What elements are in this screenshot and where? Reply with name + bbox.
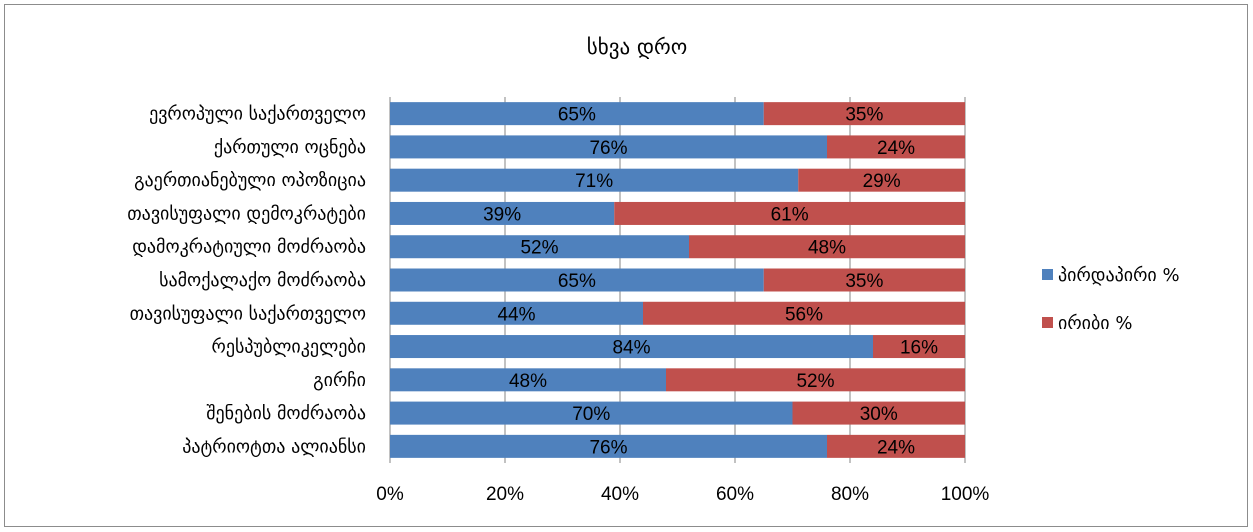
bar-segment [763,268,965,292]
data-label: 29% [863,171,901,192]
data-label: 76% [589,138,627,159]
bar-segment [390,335,873,359]
legend-label: პირდაპირი % [1058,265,1180,286]
bar-segment [763,102,965,126]
bar-segment [666,368,965,392]
legend-swatch [1042,317,1053,328]
bar-segment [390,102,764,126]
bar-segment [827,135,965,159]
x-tick-label: 100% [941,484,990,505]
category-label: თავისუფალი დემოკრატები [127,203,366,224]
data-label: 35% [845,271,883,292]
bar-segment [827,434,965,458]
bar-segment [689,235,965,259]
data-label: 84% [612,338,650,359]
bar-segment [798,168,965,192]
bar-segment [873,335,965,359]
data-label: 56% [785,304,823,325]
x-tick-labels: 0% 20% 40% 60% 80% 100% [376,484,989,505]
bar-segment [390,434,827,458]
category-label: პატრიოტთა ალიანსი [182,436,366,457]
data-label: 35% [845,105,883,126]
data-label: 39% [483,204,521,225]
legend-label: ირიბი % [1058,313,1132,334]
chart-title: სხვა დრო [587,35,687,59]
bars: 65% 35% 76% 24% 71% 29% 39% 61% 52% 48% 65% 35% 44% 5… [390,102,965,458]
data-label: 76% [589,437,627,458]
data-label: 52% [796,371,834,392]
bar-segment [390,201,615,225]
data-label: 48% [808,238,846,259]
bar-segment [390,235,689,259]
x-tick-label: 60% [716,484,754,505]
category-labels: ევროპული საქართველო ქართული ოცნება გაერთია… [127,104,366,458]
data-label: 48% [509,371,547,392]
category-label: გირჩი [313,370,366,391]
bar-segment [792,401,965,425]
data-label: 44% [497,304,535,325]
category-label: გაერთიანებული ოპოზიცია [134,170,366,191]
legend-swatch [1042,269,1053,280]
data-label: 61% [771,204,809,225]
x-tick-label: 40% [601,484,639,505]
x-tick-label: 0% [376,484,404,505]
bar-segment [390,268,764,292]
data-label: 65% [558,271,596,292]
category-label: დამოკრატიული მოძრაობა [132,237,366,258]
category-label: სამოქალაქო მოძრაობა [159,270,366,291]
x-tick-label: 80% [831,484,869,505]
legend: პირდაპირი % ირიბი % [1042,265,1180,334]
data-label: 70% [572,404,610,425]
bar-segment [390,168,799,192]
bar-segment [390,301,643,325]
bar-segment [643,301,965,325]
data-label: 24% [877,138,915,159]
data-label: 16% [900,338,938,359]
bar-segment [614,201,965,225]
bar-segment [390,135,827,159]
bar-segment [390,368,666,392]
category-label: რესპუბლიკელები [212,337,366,358]
category-label: ევროპული საქართველო [149,104,366,125]
category-label: შენების მოძრაობა [206,403,366,424]
x-tick-label: 20% [486,484,524,505]
category-label: ქართული ოცნება [214,137,366,158]
category-label: თავისუფალი საქართველო [130,303,366,324]
bar-segment [390,401,793,425]
data-label: 24% [877,437,915,458]
data-label: 71% [575,171,613,192]
data-label: 65% [558,105,596,126]
data-label: 52% [520,238,558,259]
data-label: 30% [860,404,898,425]
